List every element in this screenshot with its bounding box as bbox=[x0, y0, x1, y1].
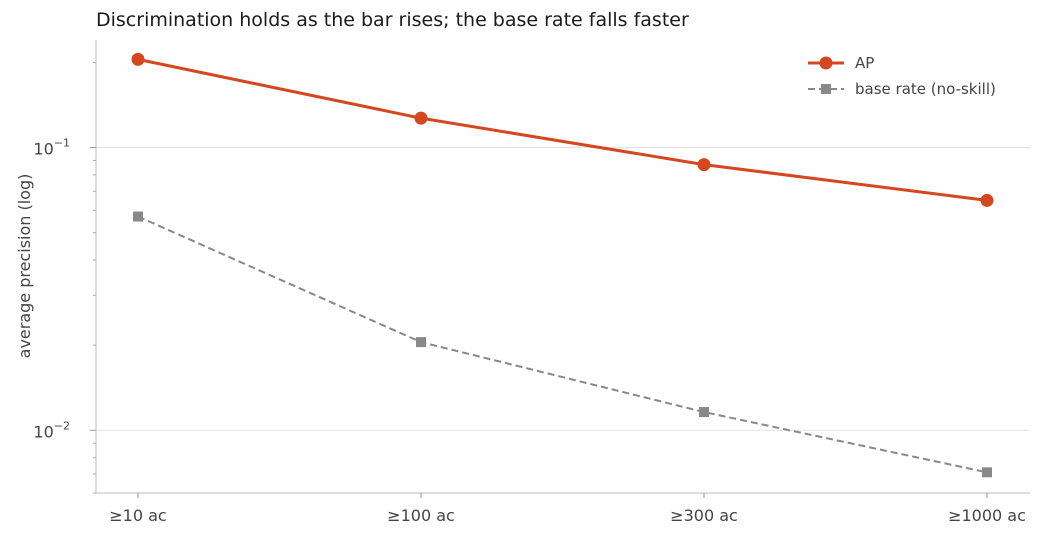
data-point bbox=[699, 407, 709, 418]
legend-marker bbox=[819, 56, 833, 70]
x-tick-label: ≥100 ac bbox=[387, 506, 455, 525]
data-point bbox=[131, 52, 145, 66]
legend-label: AP bbox=[855, 54, 874, 72]
legend-marker bbox=[821, 84, 831, 94]
data-point bbox=[133, 211, 143, 222]
series-1 bbox=[133, 211, 992, 478]
x-tick-label: ≥10 ac bbox=[109, 506, 166, 525]
data-point bbox=[982, 467, 992, 478]
legend: AP base rate (no-skill) bbox=[808, 54, 996, 98]
grid-layer bbox=[96, 147, 1030, 431]
y-tick-label: 10−2 bbox=[33, 419, 70, 441]
series-layer bbox=[131, 52, 994, 478]
legend-label: base rate (no-skill) bbox=[855, 80, 996, 98]
x-tick-label: ≥300 ac bbox=[670, 506, 738, 525]
data-point bbox=[416, 337, 426, 348]
series-line bbox=[137, 57, 988, 202]
axes-layer bbox=[95, 40, 1030, 494]
x-tick-label: ≥1000 ac bbox=[948, 506, 1026, 525]
y-axis-label: average precision (log) bbox=[15, 174, 34, 359]
series-line bbox=[137, 215, 988, 474]
ticks-layer: 10−2 10−1 ≥10 ac ≥100 ac ≥300 ac ≥1000 ac bbox=[33, 61, 1026, 525]
data-point bbox=[414, 111, 428, 125]
data-point bbox=[697, 158, 711, 172]
series-0 bbox=[131, 52, 994, 207]
chart-title: Discrimination holds as the bar rises; t… bbox=[96, 9, 689, 31]
data-point bbox=[980, 193, 994, 207]
y-tick-label: 10−1 bbox=[33, 137, 70, 159]
